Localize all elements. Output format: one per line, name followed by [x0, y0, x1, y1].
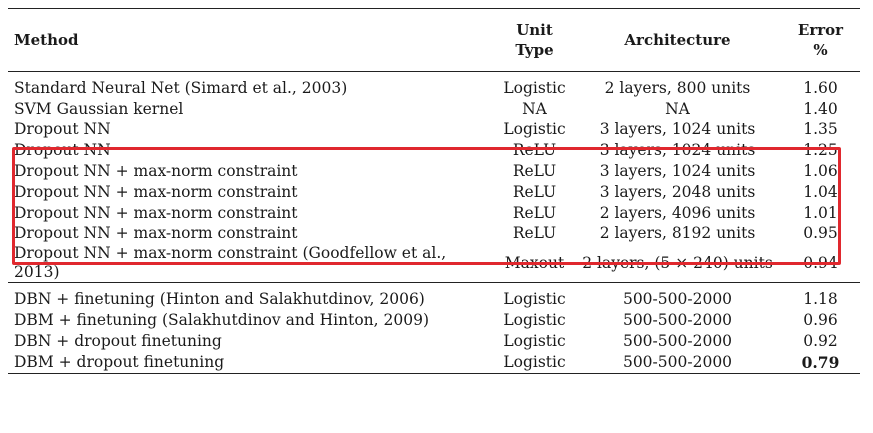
cell-error: 0.95 — [781, 224, 860, 245]
cell-method: DBM + dropout finetuning — [8, 352, 495, 373]
cell-method: DBN + dropout finetuning — [8, 331, 495, 352]
table-row: Dropout NN + max-norm constraint ReLU 3 … — [8, 161, 860, 182]
cell-architecture: NA — [574, 99, 781, 120]
table-row: Dropout NN ReLU 3 layers, 1024 units 1.2… — [8, 140, 860, 161]
cell-method: Dropout NN — [8, 140, 495, 161]
cell-error: 0.92 — [781, 331, 860, 352]
cell-unit: Logistic — [495, 283, 574, 310]
header-error-line1: Error — [798, 21, 843, 39]
cell-error: 1.04 — [781, 182, 860, 203]
cell-architecture: 500-500-2000 — [574, 283, 781, 310]
table-row: Standard Neural Net (Simard et al., 2003… — [8, 72, 860, 99]
cell-architecture: 500-500-2000 — [574, 352, 781, 373]
cell-unit: Maxout — [495, 244, 574, 283]
header-unit-type: Unit Type — [495, 9, 574, 72]
table-row: DBN + dropout finetuning Logistic 500-50… — [8, 331, 860, 352]
cell-method: Dropout NN + max-norm constraint — [8, 224, 495, 245]
cell-architecture: 2 layers, 4096 units — [574, 203, 781, 224]
cell-error: 1.40 — [781, 99, 860, 120]
table-row: Dropout NN + max-norm constraint ReLU 2 … — [8, 224, 860, 245]
cell-unit: Logistic — [495, 352, 574, 373]
cell-method: Dropout NN + max-norm constraint — [8, 161, 495, 182]
cell-unit: ReLU — [495, 182, 574, 203]
cell-error: 1.18 — [781, 283, 860, 310]
cell-unit: ReLU — [495, 140, 574, 161]
table-row: Dropout NN Logistic 3 layers, 1024 units… — [8, 120, 860, 141]
cell-architecture: 2 layers, 800 units — [574, 72, 781, 99]
cell-error-best: 0.79 — [781, 352, 860, 373]
cell-error: 1.60 — [781, 72, 860, 99]
table-row: DBM + dropout finetuning Logistic 500-50… — [8, 352, 860, 373]
cell-unit: Logistic — [495, 310, 574, 331]
header-unit-type-line2: Type — [515, 41, 553, 59]
cell-error: 1.06 — [781, 161, 860, 182]
cell-architecture: 500-500-2000 — [574, 331, 781, 352]
cell-unit: Logistic — [495, 331, 574, 352]
cell-unit: ReLU — [495, 203, 574, 224]
cell-method: Dropout NN + max-norm constraint — [8, 203, 495, 224]
table-row: DBM + finetuning (Salakhutdinov and Hint… — [8, 310, 860, 331]
header-method: Method — [8, 9, 495, 72]
cell-error: 1.01 — [781, 203, 860, 224]
table-row: Dropout NN + max-norm constraint ReLU 3 … — [8, 182, 860, 203]
cell-error: 0.96 — [781, 310, 860, 331]
table-row: DBN + finetuning (Hinton and Salakhutdin… — [8, 283, 860, 310]
cell-error: 1.35 — [781, 120, 860, 141]
cell-error: 1.25 — [781, 140, 860, 161]
table-row: Dropout NN + max-norm constraint ReLU 2 … — [8, 203, 860, 224]
cell-architecture: 500-500-2000 — [574, 310, 781, 331]
table-row: SVM Gaussian kernel NA NA 1.40 — [8, 99, 860, 120]
cell-unit: Logistic — [495, 72, 574, 99]
results-table: Method Unit Type Architecture Error % St… — [8, 8, 860, 374]
cell-unit: ReLU — [495, 224, 574, 245]
cell-unit: Logistic — [495, 120, 574, 141]
cell-architecture: 3 layers, 1024 units — [574, 161, 781, 182]
cell-architecture: 2 layers, (5 × 240) units — [574, 244, 781, 283]
header-unit-type-line1: Unit — [516, 21, 553, 39]
header-error-line2: % — [813, 41, 827, 59]
table-row: Dropout NN + max-norm constraint (Goodfe… — [8, 244, 860, 283]
header-architecture: Architecture — [574, 9, 781, 72]
cell-architecture: 2 layers, 8192 units — [574, 224, 781, 245]
cell-method: DBN + finetuning (Hinton and Salakhutdin… — [8, 283, 495, 310]
cell-method: Dropout NN — [8, 120, 495, 141]
header-error: Error % — [781, 9, 860, 72]
results-table-container: Method Unit Type Architecture Error % St… — [8, 8, 860, 374]
cell-method: Dropout NN + max-norm constraint (Goodfe… — [8, 244, 495, 283]
cell-error: 0.94 — [781, 244, 860, 283]
cell-architecture: 3 layers, 1024 units — [574, 120, 781, 141]
cell-architecture: 3 layers, 2048 units — [574, 182, 781, 203]
cell-method: Standard Neural Net (Simard et al., 2003… — [8, 72, 495, 99]
cell-unit: NA — [495, 99, 574, 120]
cell-method: DBM + finetuning (Salakhutdinov and Hint… — [8, 310, 495, 331]
cell-architecture: 3 layers, 1024 units — [574, 140, 781, 161]
cell-method: Dropout NN + max-norm constraint — [8, 182, 495, 203]
cell-method: SVM Gaussian kernel — [8, 99, 495, 120]
cell-unit: ReLU — [495, 161, 574, 182]
header-row: Method Unit Type Architecture Error % — [8, 9, 860, 72]
